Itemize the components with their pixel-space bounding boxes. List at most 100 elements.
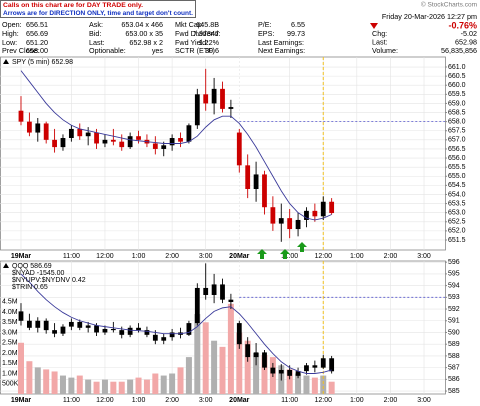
x-tick-label: 1:00 [350,397,364,404]
volume-bar [51,371,58,394]
y-tick-label: 654.5 [448,182,466,189]
volume-bar [43,369,50,394]
x-tick-label: 12:00 [314,397,332,404]
quote-value: 645.8B [196,20,219,29]
quote-value: 7.97347 [193,29,219,38]
legend-entry: $NYAD -1545.00 [12,270,65,277]
candle-body [94,325,99,333]
x-tick-label: 2:00 [384,253,398,260]
quote-label: High: [2,29,19,38]
y2-tick-label: 2.0M [2,350,18,357]
candle-body [220,284,225,300]
quote-label: Open: [2,20,22,29]
candle-body [295,371,301,376]
y-tick-label: 594 [448,282,460,289]
x-tick-label: 3:00 [199,253,213,260]
volume-bar [127,379,134,394]
y2-tick-label: 3.5M [2,319,18,326]
x-tick-label: 3:00 [417,253,431,260]
candle-body [161,145,167,149]
candle-body [194,287,200,324]
note-box [0,0,196,18]
x-tick-label: 12:00 [96,253,114,260]
quote-value: 1.22% [199,38,220,47]
quote-value: 652.98 [455,38,477,47]
volume-bar [286,369,293,394]
y2-tick-label: 4.0M [2,309,18,316]
trade-arrows [257,242,307,259]
y-tick-label: 586 [448,376,460,383]
candle-body [18,110,24,122]
candle-body [211,88,217,104]
quote-label: Last: [89,38,105,47]
quote-label: SCTR (ETF) [175,46,215,55]
x-tick-label: 11:00 [281,397,298,404]
y-tick-label: 656.0 [448,155,466,162]
quote-value: 99.73 [287,29,305,38]
quote-label: Fwd Dividend: [175,29,221,38]
volume-bar [227,303,234,394]
quote-label: Ask: [89,20,103,29]
y2-tick-label: 3.0M [2,329,18,336]
volume-bar [76,375,83,394]
volume-bar [328,381,335,394]
volume-bar [185,357,192,394]
quote-label: Low: [2,38,17,47]
quote-label: Last: [372,38,388,47]
quote-label: Chg: [372,29,387,38]
legend-symbol [3,59,9,64]
candle-body [329,201,335,214]
y-tick-label: 596 [448,259,460,266]
candle-body [304,365,309,372]
y2-tick-label: 500K [2,381,19,388]
candle-body [287,218,293,230]
y-tick-label: 660.5 [448,73,466,80]
x-tick-label: 12:00 [314,253,332,260]
volume-bar [17,342,24,394]
quote-value: 56,835,856 [441,46,477,55]
x-tick-label: 12:00 [96,397,114,404]
down-triangle [370,23,378,29]
y-tick-label: 655.5 [448,164,466,171]
volume-bar [177,367,184,394]
candle-body [287,369,293,376]
x-tick-label: 3:00 [199,397,213,404]
y-tick-label: 591 [448,318,460,325]
y-tick-label: 658.5 [448,109,466,116]
quote-value: 656.51 [26,20,48,29]
legend-entry: $NYUPV:$NYDNV 0.42 [12,277,86,284]
volume-bar [26,361,33,394]
candle-body [85,325,91,328]
note-line: Arrows are for DIRECTION ONLY, time and … [3,10,193,17]
quote-value: 653.00 x 35 [125,29,163,38]
quote-label: Prev Close: [2,46,39,55]
quote-value: yes [152,46,164,55]
candle-body [35,320,41,328]
plot-area [0,56,446,251]
volume-bar [85,379,92,394]
x-tick-label: 20Mar [229,397,250,404]
x-tick-label: 11:00 [63,397,80,404]
candle-body [136,136,141,140]
volume-bar [93,381,100,394]
volume-bar [169,373,176,394]
volume-bar [135,377,142,394]
y2-tick-label: 4.5M [2,299,18,306]
x-tick-label: 1:00 [132,253,146,260]
legend-entry: $TRIN 0.65 [12,284,48,291]
x-tick-label: 2:00 [384,397,398,404]
candle-body [127,136,133,148]
x-tick-label: 20Mar [229,253,250,260]
candle-body [60,326,66,334]
y-tick-label: 595 [448,271,460,278]
candle-body [211,284,217,295]
x-tick-label: 11:00 [281,253,298,260]
quote-value: 30.6 [205,46,219,55]
candle-body [245,165,251,190]
volume-bar [68,377,75,394]
volume-bar [295,373,302,394]
quote-value: 653.04 x 466 [121,20,163,29]
candle-body [320,201,326,217]
candle-body [270,367,276,374]
x-tick-label: 11:00 [63,253,80,260]
